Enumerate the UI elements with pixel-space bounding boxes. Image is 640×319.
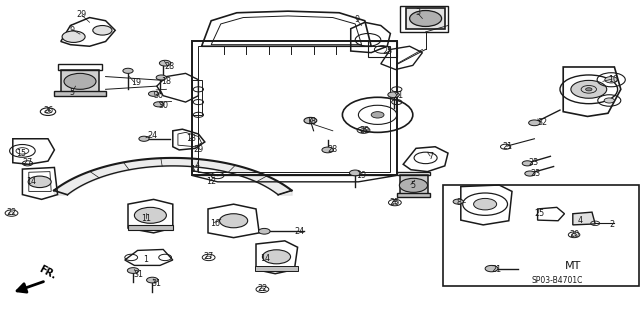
Circle shape: [399, 178, 428, 192]
Circle shape: [139, 136, 149, 141]
Circle shape: [147, 277, 158, 283]
Text: 28: 28: [328, 145, 338, 154]
Text: 29: 29: [193, 145, 204, 154]
Circle shape: [453, 199, 463, 204]
Text: 26: 26: [390, 198, 400, 207]
Circle shape: [525, 171, 535, 176]
Text: 23: 23: [530, 169, 540, 178]
Circle shape: [148, 91, 159, 96]
Polygon shape: [400, 175, 428, 195]
Text: 24: 24: [147, 131, 157, 140]
Text: 30: 30: [159, 101, 169, 110]
Text: 16: 16: [210, 219, 220, 228]
Text: 29: 29: [77, 10, 87, 19]
Text: 25: 25: [534, 209, 545, 218]
Text: 18: 18: [306, 117, 316, 126]
Circle shape: [586, 88, 592, 91]
Polygon shape: [255, 266, 298, 271]
Circle shape: [127, 268, 139, 273]
Circle shape: [605, 77, 618, 83]
Circle shape: [349, 170, 361, 176]
Circle shape: [156, 75, 166, 80]
Text: 14: 14: [260, 254, 271, 263]
Circle shape: [571, 80, 607, 98]
Text: 31: 31: [151, 279, 161, 288]
Text: 27: 27: [22, 158, 33, 167]
Text: 31: 31: [133, 270, 143, 279]
Circle shape: [220, 214, 248, 228]
Text: 29: 29: [360, 126, 370, 135]
Text: 21: 21: [393, 91, 403, 100]
Text: 14: 14: [26, 177, 36, 186]
Circle shape: [388, 92, 399, 98]
Text: 22: 22: [257, 284, 268, 293]
Circle shape: [304, 117, 317, 124]
Text: 2: 2: [609, 220, 614, 229]
Text: 32: 32: [537, 118, 547, 127]
Text: 18: 18: [161, 77, 172, 86]
Text: 20: 20: [569, 230, 579, 239]
Circle shape: [262, 250, 291, 264]
Text: 17: 17: [190, 165, 200, 174]
Circle shape: [371, 112, 384, 118]
Text: 21: 21: [492, 265, 502, 274]
Circle shape: [134, 207, 166, 223]
Text: 24: 24: [294, 227, 305, 236]
Text: 5: 5: [410, 181, 415, 189]
Polygon shape: [54, 91, 106, 96]
Polygon shape: [573, 212, 595, 225]
Text: 7: 7: [428, 152, 433, 161]
Text: 22: 22: [6, 208, 17, 217]
Text: 21: 21: [502, 142, 513, 151]
Circle shape: [259, 228, 270, 234]
Circle shape: [322, 147, 333, 153]
Text: 11: 11: [141, 214, 151, 223]
Text: 25: 25: [382, 47, 392, 56]
Polygon shape: [397, 193, 430, 197]
Text: MT: MT: [564, 261, 581, 271]
Text: 13: 13: [186, 134, 196, 143]
Circle shape: [529, 120, 540, 126]
Circle shape: [604, 98, 614, 103]
Circle shape: [410, 11, 442, 26]
Text: 10: 10: [608, 75, 618, 84]
Circle shape: [123, 68, 133, 73]
Circle shape: [62, 31, 85, 42]
Text: SP03-B4701C: SP03-B4701C: [531, 276, 582, 285]
Circle shape: [64, 73, 96, 89]
Polygon shape: [128, 225, 173, 230]
Text: 5: 5: [70, 88, 75, 97]
Text: 4: 4: [577, 216, 582, 225]
Text: 19: 19: [131, 78, 141, 87]
Circle shape: [522, 161, 532, 166]
Text: 28: 28: [164, 63, 175, 71]
Circle shape: [485, 265, 498, 272]
Text: 23: 23: [528, 158, 538, 167]
Text: 27: 27: [204, 252, 214, 261]
Polygon shape: [61, 70, 99, 93]
Circle shape: [28, 176, 51, 188]
Text: 30: 30: [153, 91, 163, 100]
Text: 15: 15: [16, 149, 26, 158]
Text: FR.: FR.: [37, 264, 58, 281]
Circle shape: [93, 26, 112, 35]
Text: 6: 6: [70, 24, 75, 33]
Text: 12: 12: [206, 177, 216, 186]
Circle shape: [474, 198, 497, 210]
Polygon shape: [406, 8, 445, 29]
Text: 19: 19: [356, 171, 366, 180]
Text: 1: 1: [143, 256, 148, 264]
Circle shape: [159, 60, 171, 66]
Text: 26: 26: [43, 106, 53, 115]
Circle shape: [154, 102, 164, 107]
Bar: [443, 185, 639, 286]
Text: 3: 3: [415, 8, 420, 17]
Text: 9: 9: [355, 15, 360, 24]
Text: 8: 8: [456, 198, 461, 207]
